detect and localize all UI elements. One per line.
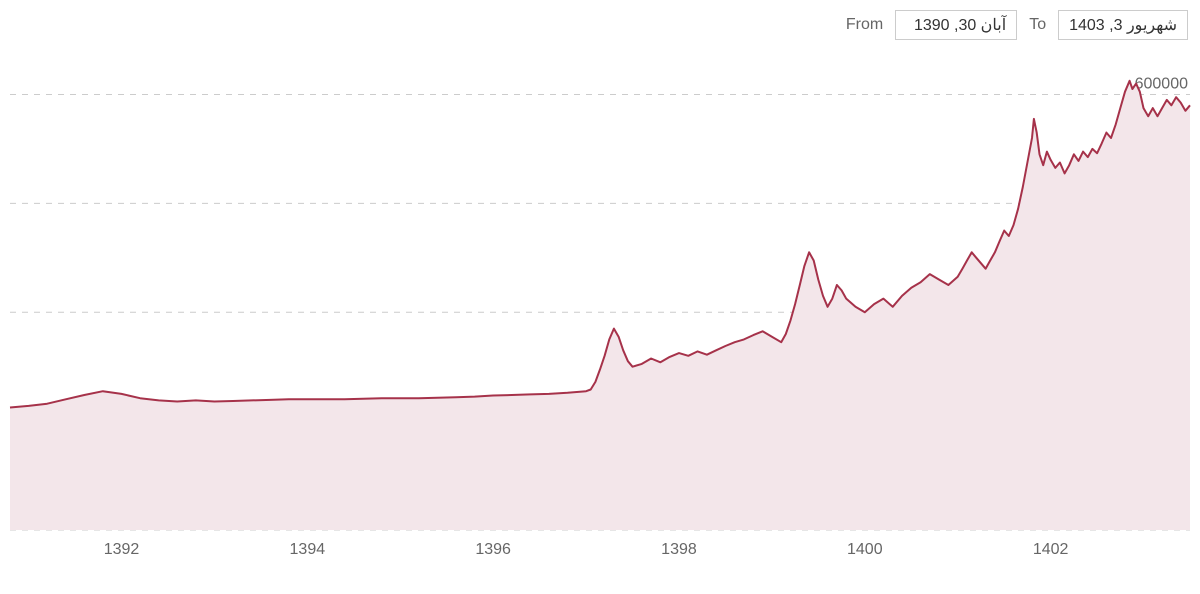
chart-container: From آبان 30, 1390 To شهریور 3, 1403 -20… bbox=[0, 0, 1200, 594]
x-tick-label: 1392 bbox=[104, 541, 140, 558]
series-area bbox=[10, 81, 1190, 530]
x-tick-label: 1402 bbox=[1033, 541, 1069, 558]
price-chart[interactable]: -200000020000040000060000013921394139613… bbox=[0, 0, 1200, 594]
y-tick-label: 600000 bbox=[1135, 75, 1188, 92]
x-tick-label: 1394 bbox=[290, 541, 326, 558]
x-tick-label: 1396 bbox=[475, 541, 511, 558]
x-tick-label: 1398 bbox=[661, 541, 697, 558]
x-tick-label: 1400 bbox=[847, 541, 883, 558]
